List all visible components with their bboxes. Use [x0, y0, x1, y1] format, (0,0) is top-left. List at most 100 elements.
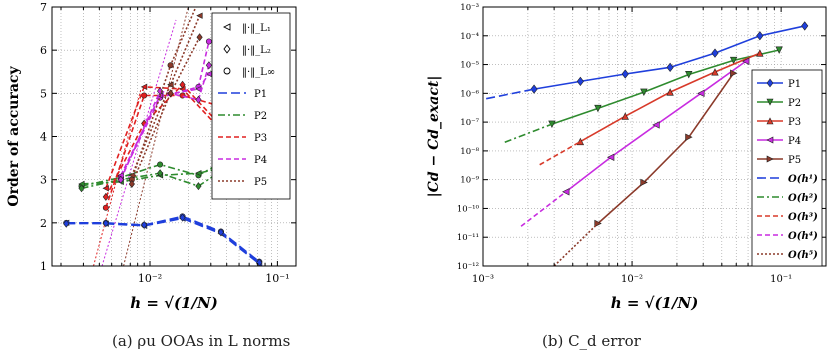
y-tick-label-b: 10⁻⁶ — [460, 89, 479, 99]
data-point — [78, 184, 85, 193]
legend-a: ‖·‖_L₁ ‖·‖_L₂ ‖·‖_L∞ P1 P2 P3 P4 P5 — [211, 12, 291, 200]
data-point — [652, 121, 660, 129]
y-tick-label-b: 10⁻¹¹ — [457, 233, 479, 243]
data-point — [730, 69, 738, 77]
y-tick-label-a: 4 — [40, 131, 47, 144]
data-point — [167, 81, 174, 88]
series-line — [131, 15, 201, 176]
legend-marker — [766, 78, 774, 88]
data-point — [117, 175, 124, 184]
legend-label: O(h⁴) — [788, 231, 818, 242]
plot-content-b — [486, 21, 809, 266]
legend-entry: ‖·‖_L∞ — [223, 67, 275, 78]
data-point — [621, 112, 629, 120]
data-point — [102, 185, 109, 192]
series-p5 — [594, 69, 738, 228]
legend-label: P3 — [788, 117, 801, 128]
x-tick-label-a: 10⁻¹ — [265, 272, 289, 285]
data-point — [729, 56, 738, 65]
data-point — [640, 178, 648, 187]
data-point — [711, 68, 719, 76]
data-point — [179, 213, 186, 222]
legend-entry: P2 — [757, 98, 801, 109]
y-axis-label-a: Order of accuracy — [6, 66, 22, 207]
legend-marker — [766, 155, 774, 163]
y-tick-label-b: 10⁻¹² — [457, 262, 479, 272]
data-point — [167, 89, 174, 98]
legend-label: P3 — [254, 133, 267, 144]
x-axis-label-a: h = √(1/N) — [130, 294, 218, 312]
data-point — [685, 133, 693, 141]
data-point — [205, 61, 212, 70]
legend-entry: P5 — [218, 177, 267, 188]
legend-entry: ‖·‖_L₂ — [223, 44, 271, 56]
series-line — [504, 123, 553, 143]
data-point — [102, 204, 109, 211]
legend-label: P4 — [788, 136, 801, 147]
legend-entry: ‖·‖_L₁ — [222, 23, 271, 34]
data-point — [140, 83, 148, 91]
series-line — [551, 49, 780, 125]
legend-entry: O(h⁵) — [757, 250, 818, 261]
y-tick-label-b: 10⁻¹⁰ — [457, 204, 480, 214]
x-axis-label-b: h = √(1/N) — [611, 294, 699, 312]
data-point — [711, 48, 719, 58]
y-tick-label-a: 5 — [40, 87, 47, 100]
legend-entry: O(h³) — [757, 212, 818, 223]
legend-b: P1 P2 P3 P4 P5 O(h¹) O(h²) O(h³) O(h⁴) O(h⁵) — [751, 69, 823, 267]
data-point — [179, 80, 186, 89]
data-point — [756, 49, 764, 57]
legend-entry: P4 — [218, 155, 267, 166]
legend-entry: O(h²) — [757, 193, 818, 204]
data-point — [666, 88, 674, 96]
legend-label: ‖·‖_L∞ — [242, 67, 275, 78]
legend-marker — [766, 117, 774, 125]
legend-entry: P3 — [218, 133, 267, 144]
y-tick-label-a: 2 — [40, 217, 47, 230]
guide-line — [123, 7, 189, 266]
data-point — [697, 89, 705, 98]
legend-entry: P5 — [757, 155, 801, 166]
legend-label: P5 — [788, 155, 801, 166]
legend-label: P4 — [254, 155, 267, 166]
legend-label: P2 — [254, 111, 267, 122]
legend-marker — [766, 136, 774, 144]
y-tick-label-b: 10⁻⁵ — [460, 61, 479, 71]
data-point — [195, 182, 202, 191]
data-point — [196, 33, 203, 42]
legend-entry: O(h¹) — [757, 174, 818, 185]
data-point — [801, 21, 809, 31]
legend-label: O(h²) — [788, 193, 818, 204]
legend-entry: O(h⁴) — [757, 231, 818, 242]
legend-box-a — [211, 12, 291, 200]
axes-frame-b — [482, 6, 827, 267]
data-point — [775, 46, 783, 54]
series-line — [597, 72, 735, 225]
data-point — [756, 31, 764, 41]
series-line — [131, 36, 201, 185]
legend-label: ‖·‖_L₁ — [242, 23, 271, 34]
data-point — [167, 62, 174, 69]
guide-line — [101, 19, 177, 266]
data-point — [530, 84, 538, 94]
x-tick-label-b: 10⁻² — [621, 274, 643, 285]
data-point — [666, 62, 674, 72]
series-oh — [486, 88, 535, 100]
legend-entry: P2 — [218, 111, 267, 122]
series-p3 — [576, 49, 764, 146]
data-point — [741, 57, 750, 65]
data-point — [217, 228, 224, 237]
data-point — [685, 71, 693, 79]
data-point — [196, 12, 203, 19]
data-point — [128, 172, 135, 179]
series-p5 — [128, 7, 203, 188]
y-tick-label-b: 10⁻⁷ — [460, 118, 479, 128]
legend-entry: P3 — [757, 117, 801, 128]
y-tick-label-b: 10⁻⁴ — [460, 32, 479, 42]
data-point — [195, 95, 202, 104]
series-p1 — [530, 21, 809, 94]
legend-label: P5 — [254, 177, 267, 188]
y-tick-label-b: 10⁻⁹ — [460, 176, 479, 186]
series-line — [520, 191, 567, 227]
